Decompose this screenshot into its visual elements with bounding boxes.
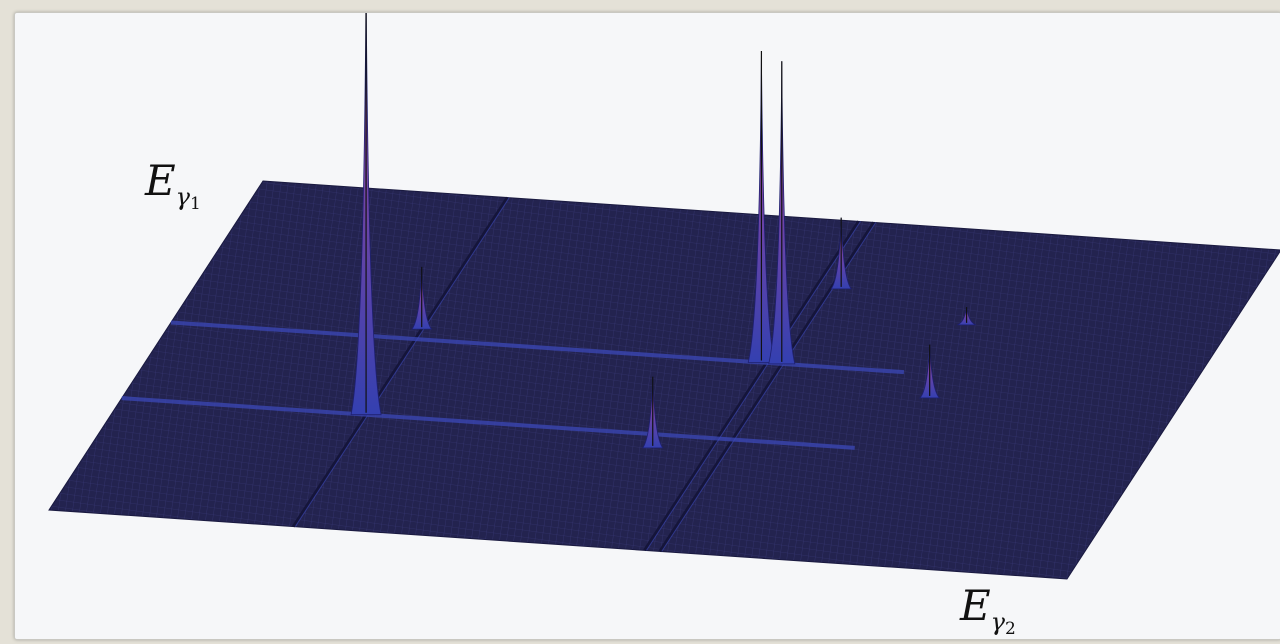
surface-plane — [48, 180, 1280, 580]
axis-label-e-gamma-2: Eγ2 — [960, 581, 1016, 639]
surface-plot — [48, 13, 1280, 580]
ridge-highlight-1 — [294, 197, 510, 527]
figure-frame: Eγ1 Eγ2 — [14, 12, 1280, 640]
ridge-line-2 — [643, 220, 860, 552]
peak-group — [350, 13, 976, 449]
ridge-highlight-2 — [646, 221, 861, 551]
surface-group — [48, 180, 1280, 580]
axis-label-e-gamma-1: Eγ1 — [145, 156, 201, 214]
ridge-line-1 — [292, 196, 509, 528]
ridge-band-2 — [121, 396, 855, 450]
